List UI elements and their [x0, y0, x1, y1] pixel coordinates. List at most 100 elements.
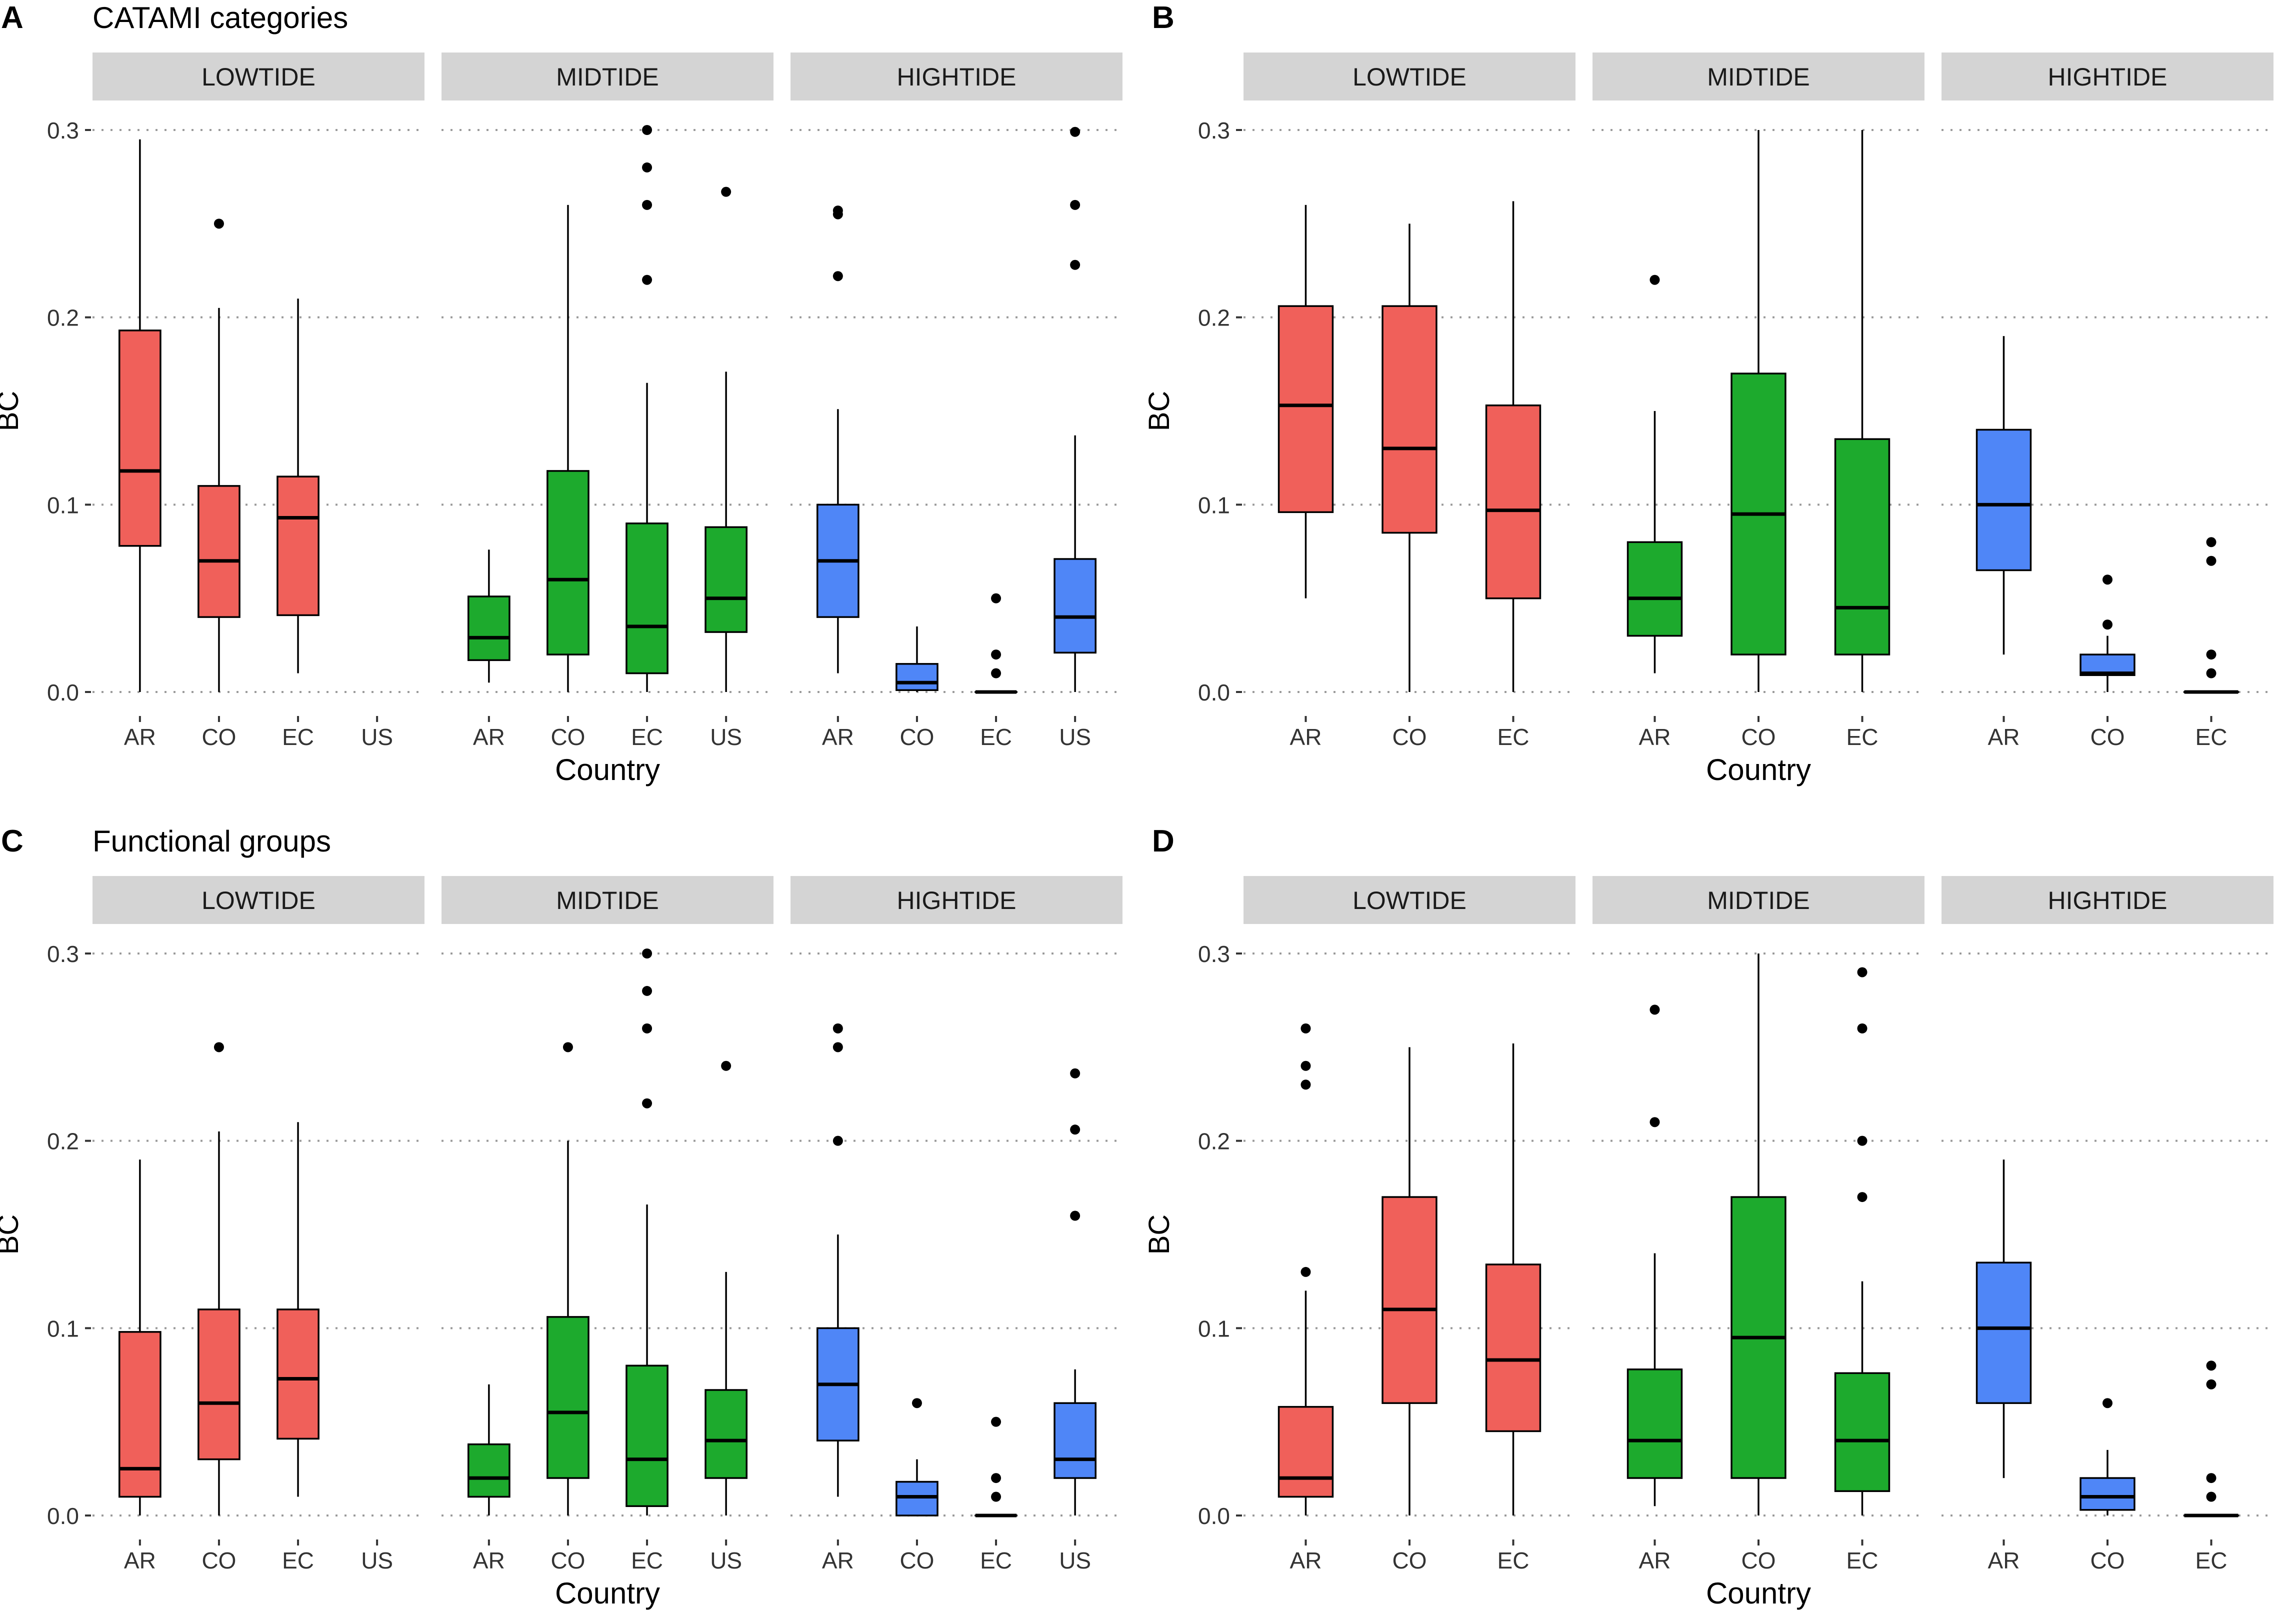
box-D-midtide-co: [1730, 954, 1786, 1516]
facet-strip-D-0: [1244, 876, 1576, 924]
y-tick-label-C-2: 0.2: [47, 1128, 79, 1154]
box-A-midtide-ar: [468, 550, 510, 683]
outlier-point-B-2-2-0: [2206, 668, 2216, 678]
box-D-hightide-co: [2080, 1398, 2136, 1516]
box-A-hightide-ar: [816, 206, 860, 674]
facet-strip-D-1: [1592, 876, 1924, 924]
facet-strip-label-A-1: MIDTIDE: [556, 63, 659, 91]
x-tick-label-B-0-2: EC: [1498, 724, 1530, 750]
y-tick-label-A-1: 0.1: [47, 492, 79, 518]
x-tick-label-A-2-2: EC: [980, 724, 1012, 750]
box-body-A-0-0: [118, 330, 162, 547]
box-body-B-0-2: [1485, 404, 1542, 600]
x-axis-label-C: Country: [555, 1576, 660, 1610]
box-C-midtide-us: [704, 1060, 748, 1516]
facet-strip-C-2: [790, 876, 1122, 924]
facet-strip-label-A-0: LOWTIDE: [202, 63, 316, 91]
facet-C-lowtide: LOWTIDE AR CO EC US: [92, 876, 424, 1574]
box-A-midtide-co: [546, 204, 590, 692]
box-body-A-1-3: [704, 526, 748, 633]
facet-strip-C-1: [442, 876, 774, 924]
outlier-point-D-2-2-3: [2206, 1360, 2216, 1371]
y-tick-label-D-2: 0.2: [1198, 1128, 1230, 1154]
box-body-D-1-2: [1834, 1372, 1890, 1492]
x-tick-label-A-2-1: CO: [900, 724, 934, 750]
outlier-point-C-1-3-0: [721, 1060, 732, 1071]
box-A-hightide-us: [1054, 126, 1096, 692]
x-tick-label-C-0-1: CO: [202, 1548, 236, 1574]
box-body-A-1-2: [626, 522, 668, 674]
x-tick-label-D-0-1: CO: [1392, 1548, 1427, 1574]
outlier-point-C-2-1-0: [912, 1398, 922, 1408]
x-tick-label-C-0-2: EC: [282, 1548, 314, 1574]
facet-D-hightide: HIGHTIDE AR CO EC: [1942, 876, 2274, 1574]
facet-A-hightide: HIGHTIDE AR CO EC US: [790, 52, 1122, 750]
outlier-point-A-0-1-0: [214, 218, 224, 229]
outlier-point-D-1-2-0: [1857, 1192, 1868, 1202]
box-body-B-2-0: [1976, 428, 2032, 572]
box-B-hightide-co: [2080, 574, 2136, 692]
outlier-point-D-1-2-1: [1857, 1136, 1868, 1146]
outlier-point-C-2-2-0: [991, 1492, 1002, 1502]
box-C-lowtide-ec: [276, 1122, 320, 1497]
y-tick-label-D-1: 0.1: [1198, 1316, 1230, 1342]
box-body-B-0-1: [1382, 305, 1438, 534]
x-tick-label-B-1-2: EC: [1846, 724, 1878, 750]
outlier-point-C-2-0-1: [832, 1042, 843, 1052]
box-B-midtide-co: [1730, 130, 1786, 692]
x-tick-label-C-2-3: US: [1059, 1548, 1091, 1574]
box-D-lowtide-ar: [1278, 1023, 1334, 1516]
x-tick-label-A-2-3: US: [1059, 724, 1091, 750]
facet-strip-A-0: [92, 52, 424, 100]
facet-strip-B-1: [1592, 52, 1924, 100]
outlier-point-A-1-2-1: [642, 200, 652, 210]
facet-C-midtide: MIDTIDE AR CO EC US: [442, 876, 774, 1574]
outlier-point-A-1-2-3: [642, 125, 652, 135]
outlier-point-D-2-2-0: [2206, 1492, 2216, 1502]
outlier-point-C-2-3-1: [1070, 1124, 1080, 1135]
y-axis-label-B: BC: [1143, 391, 1176, 432]
facet-strip-A-2: [790, 52, 1122, 100]
x-tick-label-A-0-3: US: [361, 724, 393, 750]
y-tick-label-C-1: 0.1: [47, 1316, 79, 1342]
box-C-lowtide-ar: [118, 1160, 162, 1516]
facet-B-midtide: MIDTIDE AR CO EC: [1592, 52, 1924, 750]
box-body-B-0-0: [1278, 305, 1334, 514]
facet-D-midtide: MIDTIDE AR CO EC: [1592, 876, 1924, 1574]
box-D-lowtide-ec: [1485, 1043, 1542, 1516]
box-B-midtide-ec: [1834, 130, 1890, 692]
facet-strip-label-D-1: MIDTIDE: [1707, 886, 1810, 914]
outlier-point-D-1-0-0: [1650, 1117, 1660, 1128]
outlier-point-A-1-2-0: [642, 274, 652, 285]
box-body-A-1-1: [546, 470, 590, 656]
box-body-C-0-2: [276, 1308, 320, 1440]
y-tick-label-D-0: 0.0: [1198, 1503, 1230, 1529]
x-tick-label-C-2-2: EC: [980, 1548, 1012, 1574]
x-tick-label-A-1-2: EC: [631, 724, 663, 750]
x-tick-label-B-1-0: AR: [1639, 724, 1671, 750]
box-C-midtide-co: [546, 1042, 590, 1516]
panel-letter-C: C: [1, 824, 24, 858]
box-B-lowtide-ar: [1278, 204, 1334, 598]
panel-letter-B: B: [1152, 0, 1174, 35]
x-tick-label-A-0-2: EC: [282, 724, 314, 750]
outlier-point-B-1-0-0: [1650, 274, 1660, 285]
y-tick-label-A-3: 0.3: [47, 118, 79, 144]
box-body-D-2-1: [2080, 1477, 2136, 1511]
x-tick-label-D-1-0: AR: [1639, 1548, 1671, 1574]
x-tick-label-B-1-1: CO: [1742, 724, 1776, 750]
box-A-lowtide-ar: [118, 139, 162, 692]
x-tick-label-C-1-0: AR: [473, 1548, 505, 1574]
x-tick-label-B-2-2: EC: [2196, 724, 2228, 750]
box-B-midtide-ar: [1626, 274, 1683, 674]
box-A-hightide-co: [896, 626, 938, 692]
x-tick-label-D-1-2: EC: [1846, 1548, 1878, 1574]
box-body-B-1-2: [1834, 438, 1890, 656]
box-body-C-2-1: [896, 1480, 938, 1516]
outlier-point-D-0-0-2: [1300, 1060, 1311, 1071]
box-body-D-1-0: [1626, 1368, 1683, 1479]
facet-A-lowtide: LOWTIDE AR CO EC US: [92, 52, 424, 750]
outlier-point-D-0-0-0: [1300, 1266, 1311, 1277]
